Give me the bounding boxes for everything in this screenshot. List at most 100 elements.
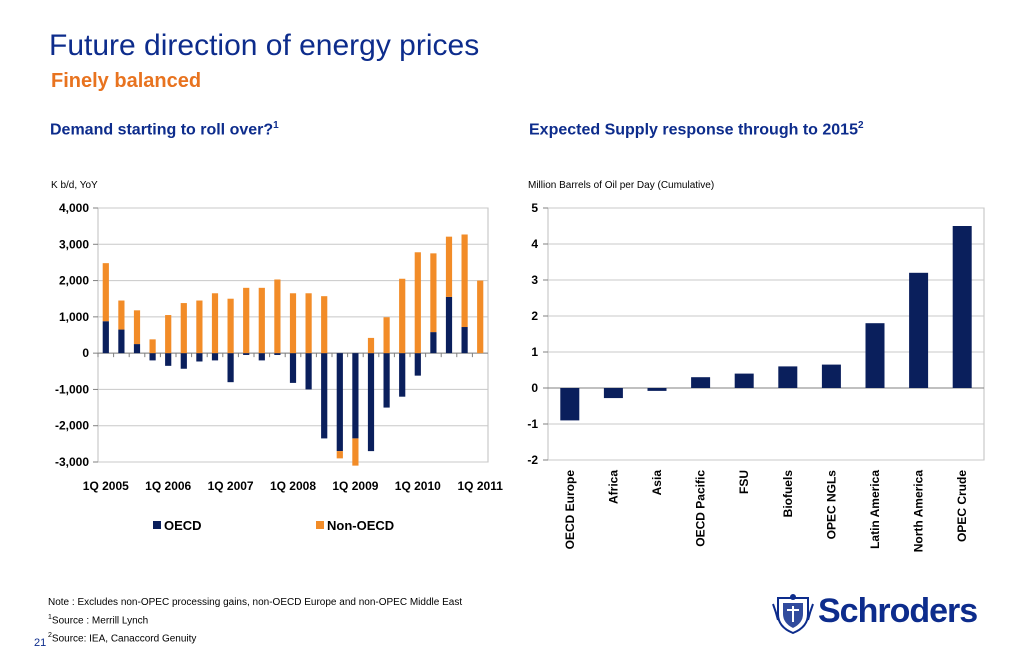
supply-bar [691, 377, 711, 388]
supply-y-tick-label: -1 [527, 417, 538, 431]
demand-bar-non-oecd [196, 300, 203, 354]
demand-bar-oecd [461, 327, 468, 354]
demand-y-tick-label: -1,000 [55, 382, 89, 396]
supply-x-tick-label: OECD Pacific [694, 470, 708, 547]
demand-bar-non-oecd [180, 303, 187, 354]
demand-x-tick-label: 1Q 2011 [458, 479, 504, 493]
demand-bar-oecd [289, 353, 297, 383]
supply-x-tick-label: North America [912, 470, 926, 553]
demand-x-tick-label: 1Q 2007 [208, 479, 254, 493]
supply-bar [734, 373, 754, 388]
demand-bar-non-oecd [352, 438, 359, 466]
demand-bar-non-oecd [165, 315, 172, 354]
demand-bar-oecd [321, 353, 328, 439]
demand-bar-oecd [149, 353, 156, 361]
supply-bar [778, 366, 798, 388]
supply-y-tick-label: 1 [531, 345, 538, 359]
demand-bar-non-oecd [383, 317, 390, 354]
footnote-source-1-text: Source : Merrill Lynch [51, 615, 149, 627]
demand-bar-non-oecd [461, 234, 468, 328]
demand-bar-non-oecd [477, 280, 484, 354]
demand-bar-oecd [336, 353, 343, 452]
supply-bar [603, 388, 623, 399]
demand-x-tick-label: 1Q 2008 [270, 479, 316, 493]
demand-bar-oecd [118, 329, 125, 354]
supply-chart-heading-marker: 2 [857, 120, 864, 131]
supply-y-tick-label: -2 [527, 453, 538, 467]
demand-bar-non-oecd [305, 293, 312, 354]
supply-bar [952, 226, 972, 388]
supply-y-tick-label: 3 [531, 273, 538, 287]
supply-x-tick-label: Biofuels [781, 470, 795, 518]
footnotes: Note : Excludes non-OPEC processing gain… [48, 595, 462, 647]
supply-y-tick-label: 2 [531, 309, 538, 323]
demand-bar-oecd [258, 353, 265, 361]
demand-bar-non-oecd [336, 451, 343, 459]
demand-bar-non-oecd [274, 279, 281, 354]
demand-y-tick-label: -3,000 [55, 455, 89, 469]
footnote-source-1: 1Source : Merrill Lynch [48, 610, 462, 628]
demand-chart-heading-text: Demand starting to roll over? [50, 121, 274, 139]
demand-bar-oecd [274, 353, 281, 355]
demand-bar-oecd [196, 353, 203, 362]
demand-bar-non-oecd [211, 293, 219, 354]
supply-y-tick-label: 4 [531, 237, 538, 251]
demand-bar-oecd [352, 353, 359, 439]
footnote-source-2: 2Source: IEA, Canaccord Genuity [48, 628, 462, 646]
supply-bar [821, 364, 841, 388]
demand-bar-non-oecd [445, 236, 453, 297]
supply-bar [909, 272, 929, 388]
demand-bar-non-oecd [367, 337, 375, 354]
demand-y-tick-label: 2,000 [59, 274, 89, 288]
supply-bar [865, 323, 885, 388]
supply-x-tick-label: OPEC Crude [955, 470, 969, 542]
demand-bar-non-oecd [430, 253, 437, 333]
demand-bar-non-oecd [321, 296, 328, 354]
demand-bar-non-oecd [133, 310, 141, 345]
schroders-logo: Schroders [772, 592, 987, 634]
supply-x-tick-label: OPEC NGLs [824, 470, 838, 540]
supply-x-tick-label: Asia [650, 470, 664, 496]
footnote-note: Note : Excludes non-OPEC processing gain… [48, 597, 463, 608]
supply-chart-heading: Expected Supply response through to 2015… [529, 120, 864, 139]
supply-x-tick-label: Africa [606, 470, 620, 504]
demand-bar-non-oecd [289, 293, 297, 354]
demand-bar-oecd [430, 332, 437, 354]
demand-bar-oecd [445, 296, 453, 354]
supply-x-tick-label: Latin America [868, 470, 882, 549]
supply-bar [560, 388, 580, 421]
demand-bar-non-oecd [243, 287, 250, 354]
supply-y-tick-label: 5 [531, 201, 538, 215]
demand-chart-heading-marker: 1 [273, 120, 279, 131]
page-number: 21 [34, 637, 47, 649]
demand-x-tick-label: 1Q 2010 [395, 479, 441, 493]
page-title: Future direction of energy prices [49, 29, 480, 62]
demand-bar-oecd [211, 353, 219, 361]
demand-bar-non-oecd [118, 300, 125, 330]
demand-bar-oecd [367, 353, 375, 452]
supply-x-tick-label: FSU [737, 470, 751, 494]
demand-bar-oecd [305, 353, 312, 390]
demand-x-tick-label: 1Q 2005 [83, 479, 129, 493]
supply-chart-heading-text: Expected Supply response through to 2015 [529, 121, 858, 139]
demand-bar-non-oecd [149, 339, 156, 354]
demand-legend-swatch [153, 521, 161, 529]
demand-bar-non-oecd [102, 263, 109, 322]
supply-chart-unit-label: Million Barrels of Oil per Day (Cumulati… [528, 180, 715, 191]
demand-y-tick-label: 4,000 [59, 201, 89, 215]
demand-y-tick-label: 1,000 [59, 310, 89, 324]
demand-legend-label: Non-OECD [327, 518, 394, 533]
demand-bar-non-oecd [227, 298, 234, 354]
supply-y-tick-label: 0 [531, 381, 538, 395]
demand-bar-oecd [227, 353, 234, 383]
supply-bar [647, 388, 667, 391]
demand-x-tick-label: 1Q 2006 [145, 479, 191, 493]
crest-icon [772, 594, 814, 634]
demand-bar-oecd [102, 321, 109, 354]
demand-bar-oecd [165, 353, 172, 366]
demand-chart-heading: Demand starting to roll over?1 [50, 120, 279, 139]
demand-legend-label: OECD [164, 518, 202, 533]
demand-bar-oecd [243, 353, 250, 355]
demand-chart-unit-label: K b/d, YoY [51, 180, 98, 191]
